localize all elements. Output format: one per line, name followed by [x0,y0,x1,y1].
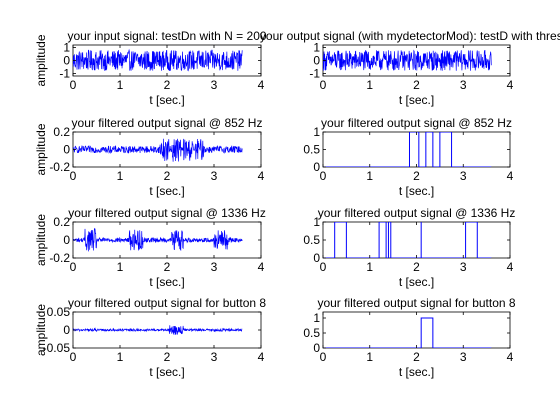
subplot-title: your filtered output signal for button 8 [317,296,515,310]
y-tick-label: 0 [313,54,320,68]
axes-frame-ax42 [322,311,511,349]
x-tick-label: 2 [164,260,171,274]
signal-line-ax41 [73,325,243,336]
x-tick-label: 4 [258,78,265,92]
y-axis-label: amplitude [34,34,48,86]
y-tick-label: 0 [313,251,320,265]
x-tick-label: 0 [320,169,327,183]
subplot-title: your filtered output signal for button 8 [68,296,266,310]
y-tick-label: 0 [63,323,70,337]
x-tick-label: 1 [366,78,373,92]
signal-line-ax21 [73,138,243,162]
x-tick-label: 4 [507,169,514,183]
x-tick-label: 4 [507,78,514,92]
x-tick-label: 1 [117,350,124,364]
subplot-title: your filtered output signal @ 1336 Hz [68,206,266,220]
y-tick-label: 0.2 [53,125,70,139]
axes-frame-ax22 [322,131,511,168]
x-tick-label: 3 [211,260,218,274]
y-tick-label: 1 [313,41,320,55]
subplot-title: your filtered output signal @ 852 Hz [321,116,512,130]
x-tick-label: 0 [320,350,327,364]
x-axis-label: t [sec.] [149,275,184,289]
x-tick-label: 1 [366,260,373,274]
x-tick-label: 2 [164,350,171,364]
y-tick-label: 0.5 [303,143,320,157]
y-tick-label: 1 [313,215,320,229]
x-tick-label: 3 [211,350,218,364]
x-tick-label: 4 [507,350,514,364]
signal-line-ax31 [73,227,243,252]
x-tick-label: 0 [70,78,77,92]
detection-line-ax42 [323,317,492,348]
x-tick-label: 2 [413,78,420,92]
y-tick-label: -1 [309,66,320,80]
x-tick-label: 1 [366,350,373,364]
y-tick-label: 0.05 [47,305,71,319]
axes-frame-ax32 [322,221,511,259]
y-axis-label: amplitude [34,214,48,266]
x-tick-label: 0 [320,78,327,92]
y-tick-label: 0 [313,160,320,174]
x-tick-label: 0 [70,350,77,364]
x-tick-label: 0 [70,169,77,183]
y-tick-label: 0.2 [53,215,70,229]
x-axis-label: t [sec.] [149,184,184,198]
y-tick-label: -0.2 [49,160,70,174]
subplot-title: your output signal (with mydetectorMod):… [260,29,560,43]
x-axis-label: t [sec.] [399,93,434,107]
x-tick-label: 1 [117,78,124,92]
x-tick-label: 4 [258,169,265,183]
y-tick-label: 0 [313,341,320,355]
x-tick-label: 3 [460,169,467,183]
x-tick-label: 3 [460,260,467,274]
x-tick-label: 1 [366,169,373,183]
x-tick-label: 2 [413,169,420,183]
x-tick-label: 3 [211,169,218,183]
subplot-title: your filtered output signal @ 1336 Hz [318,206,516,220]
x-tick-label: 2 [164,78,171,92]
signal-line-ax11 [73,48,243,72]
y-axis-label: amplitude [34,123,48,175]
x-tick-label: 3 [211,78,218,92]
detection-line-ax32 [323,222,492,258]
x-tick-label: 0 [320,260,327,274]
y-tick-label: 0 [63,143,70,157]
x-axis-label: t [sec.] [399,184,434,198]
x-axis-label: t [sec.] [399,275,434,289]
y-tick-label: -0.2 [49,251,70,265]
x-axis-label: t [sec.] [149,93,184,107]
x-tick-label: 1 [117,169,124,183]
x-tick-label: 3 [460,350,467,364]
x-tick-label: 4 [507,260,514,274]
y-tick-label: 1 [313,125,320,139]
y-tick-label: 0 [63,54,70,68]
y-tick-label: -1 [59,66,70,80]
y-tick-label: -0.05 [43,341,71,355]
x-tick-label: 2 [164,169,171,183]
y-tick-label: 1 [63,41,70,55]
x-tick-label: 3 [460,78,467,92]
x-tick-label: 4 [258,350,265,364]
x-tick-label: 4 [258,260,265,274]
x-axis-label: t [sec.] [149,365,184,379]
subplot-title: your filtered output signal @ 852 Hz [72,116,263,130]
x-tick-label: 1 [117,260,124,274]
x-axis-label: t [sec.] [399,365,434,379]
y-tick-label: 0.5 [303,233,320,247]
y-tick-label: 0.5 [303,326,320,340]
signal-line-ax12 [323,49,492,71]
subplot-title: your input signal: testDn with N = 200 [67,29,266,43]
x-tick-label: 0 [70,260,77,274]
x-tick-label: 2 [413,260,420,274]
y-tick-label: 0 [63,233,70,247]
y-axis-label: amplitude [34,304,48,356]
y-tick-label: 1 [313,311,320,325]
x-tick-label: 2 [413,350,420,364]
